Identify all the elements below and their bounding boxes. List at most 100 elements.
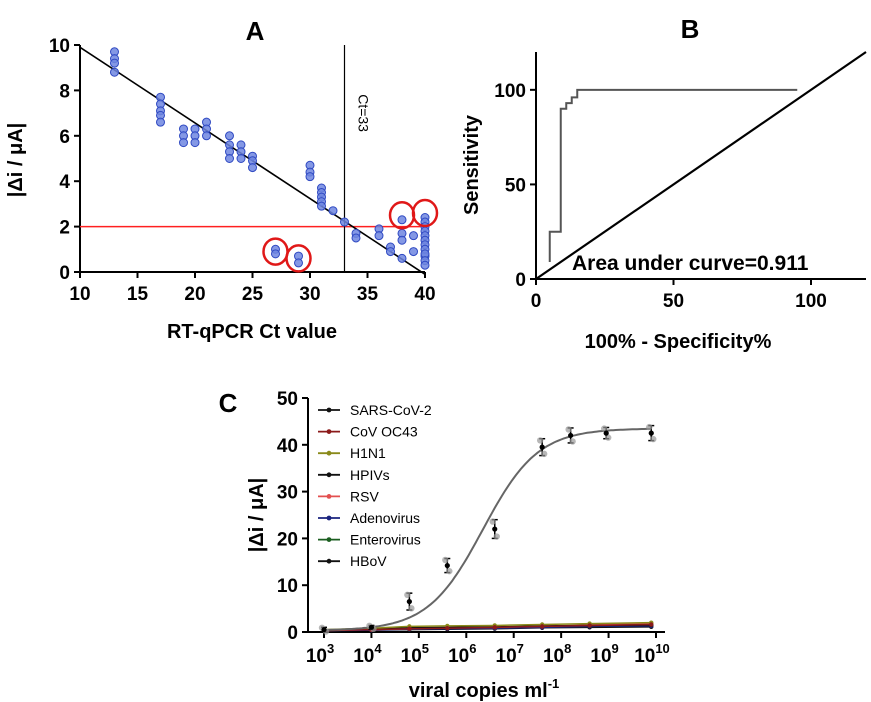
panel-a-x-tick-label: 40 — [414, 284, 435, 305]
panel-a-point — [420, 260, 430, 270]
panel-c-x-tick-exponent: 5 — [422, 641, 429, 656]
panel-a-highlight-circle — [285, 244, 312, 273]
panel-a: A 10 15 20 25 30 35 40 0 2 4 6 8 10 Ct=33 RT-qPCR Ct… — [5, 16, 439, 343]
panel-b-x-title: 100% - Specificity% — [585, 331, 772, 353]
panel-a-point — [397, 215, 407, 225]
panel-c-y-tick-label: 50 — [277, 389, 298, 410]
panel-a-point — [190, 138, 200, 148]
panel-c-replicate-point — [408, 605, 415, 612]
panel-c-x-title-text: viral copies ml — [409, 680, 548, 702]
panel-c-legend-marker — [326, 407, 332, 413]
panel-a-point — [271, 249, 280, 259]
panel-c-legend-label: RSV — [350, 488, 379, 504]
panel-b-letter: B — [681, 14, 700, 44]
panel-c-series-point — [407, 626, 412, 631]
panel-c-x-tick-exponent: 7 — [517, 641, 524, 656]
panel-b-x-tick-label: 100 — [795, 291, 827, 312]
panel-c-x-tick-base: 10 — [590, 646, 611, 667]
panel-b-x-tick-label: 0 — [531, 291, 542, 312]
panel-a-y-title: |Δi / μA| — [5, 123, 27, 197]
panel-c-x-tick-base: 10 — [401, 646, 422, 667]
panel-c-sars-fit-curve — [323, 427, 652, 631]
panel-a-highlights — [262, 198, 439, 273]
panel-a-letter: A — [246, 16, 265, 46]
panel-a-point — [386, 247, 395, 257]
panel-b-y-title: Sensitivity — [461, 114, 483, 215]
panel-c-x-tick-label: 107 — [496, 641, 524, 667]
panel-c-series-point — [587, 623, 592, 628]
panel-a-ticks: 10 15 20 25 30 35 40 0 2 4 6 8 10 — [49, 36, 436, 305]
panel-c-letter: C — [219, 388, 238, 418]
panel-c-y-tick-label: 20 — [277, 529, 298, 550]
panel-c-series-line — [323, 621, 652, 631]
panel-b-lines — [535, 51, 867, 280]
panel-c-series-point — [539, 624, 545, 629]
panel-c-sars-point — [368, 624, 375, 630]
panel-c-series-point — [445, 626, 450, 631]
panel-c-x-tick-exponent: 10 — [655, 641, 669, 656]
panel-a-point — [110, 67, 119, 77]
panel-a-point — [397, 253, 407, 263]
panel-c-sars-point — [321, 627, 327, 633]
panel-a-cutoff-label: Ct=33 — [356, 94, 372, 132]
panel-c-replicate-point — [601, 425, 608, 432]
panel-a-y-tick-label: 10 — [49, 36, 70, 57]
panel-a-point — [156, 117, 165, 127]
panel-a-point — [351, 233, 361, 243]
panel-a-x-tick-label: 25 — [242, 284, 264, 305]
panel-b: B 0 50 100 0 50 100 Area under curve=0.911 10… — [461, 14, 867, 353]
panel-c-legend-label: CoV OC43 — [350, 424, 418, 440]
panel-c-replicate-point — [446, 567, 453, 575]
panel-a-point — [110, 58, 119, 68]
panel-c-sars-point — [568, 432, 574, 439]
panel-a-y-tick-label: 4 — [59, 172, 70, 193]
panel-c-legend-marker — [326, 515, 332, 521]
panel-c-y-tick-label: 40 — [277, 436, 298, 457]
panel-c-y-tick-label: 0 — [287, 623, 298, 644]
panel-c-x-tick-label: 108 — [543, 641, 571, 667]
panel-c-replicate-point — [489, 518, 496, 525]
panel-c-replicate-point — [493, 533, 500, 540]
panel-c-legend-label: H1N1 — [350, 445, 386, 461]
panel-c-legend-marker — [326, 472, 332, 478]
panel-c-sars-point — [603, 430, 609, 436]
panel-b-reference-line — [535, 51, 867, 280]
panel-c-x-tick-base: 10 — [496, 646, 517, 667]
panel-a-point — [236, 154, 246, 163]
panel-c-x-tick-label: 105 — [401, 641, 429, 667]
panel-b-auc-label: Area under curve=0.911 — [572, 252, 809, 275]
panel-a-y-tick-label: 0 — [59, 263, 70, 284]
panel-c-y-tick-label: 30 — [277, 483, 298, 504]
panel-b-ticks: 0 50 100 0 50 100 — [494, 81, 827, 312]
panel-c-legend-marker — [326, 558, 332, 564]
panel-a-point — [202, 131, 211, 141]
panel-c-y-tick-label: 10 — [277, 576, 298, 597]
panel-b-x-tick-label: 50 — [663, 291, 684, 312]
panel-a-x-title: RT-qPCR Ct value — [167, 321, 337, 343]
panel-a-point — [397, 235, 407, 245]
panel-a-point — [409, 231, 418, 241]
panel-a-highlight-circle — [411, 198, 439, 228]
panel-c-series-line — [323, 623, 652, 631]
panel-c-series-point — [649, 622, 654, 627]
panel-c-series-point — [492, 625, 497, 630]
panel-b-y-tick-label: 0 — [515, 270, 526, 291]
panel-c-x-tick-base: 10 — [448, 646, 469, 667]
panel-c-sars-point — [492, 526, 498, 532]
panel-c-legend-label: SARS-CoV-2 — [350, 402, 432, 418]
panel-a-x-tick-label: 20 — [184, 284, 205, 305]
panel-c-replicate-point — [650, 435, 657, 443]
panel-c-series — [318, 423, 657, 635]
panel-c-x-tick-base: 10 — [634, 646, 655, 667]
panel-a-x-tick-label: 15 — [127, 284, 149, 305]
panel-a-y-tick-label: 2 — [59, 218, 70, 239]
panel-c-sars-point — [539, 444, 545, 450]
panel-b-y-tick-label: 50 — [505, 175, 526, 196]
panel-c-replicate-point — [442, 556, 449, 564]
panel-a-point — [317, 201, 326, 211]
panel-a-point — [294, 258, 303, 268]
panel-c-sars-point — [648, 430, 654, 436]
panel-c-x-tick-label: 1010 — [634, 641, 670, 667]
panel-c-replicate-point — [540, 450, 548, 458]
